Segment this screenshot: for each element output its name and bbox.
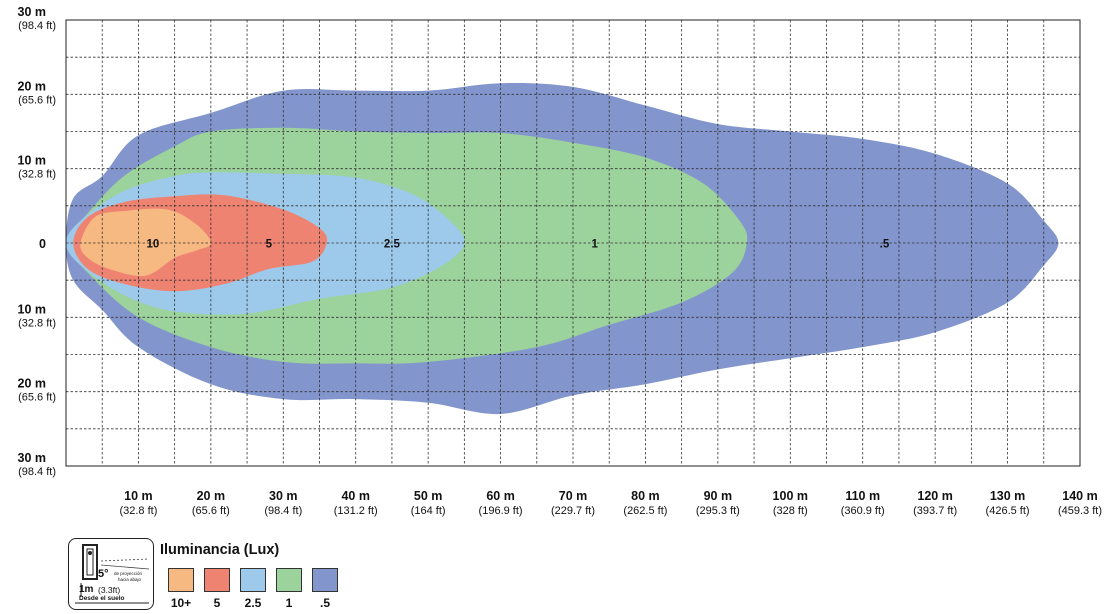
x-tick-label: 140 m [1062, 489, 1097, 503]
y-tick-ft: (32.8 ft) [18, 169, 56, 181]
x-tick-ft: (196.9 ft) [479, 505, 523, 517]
x-tick-label: 50 m [414, 489, 443, 503]
legend-label: 5 [213, 596, 221, 610]
x-tick-ft: (426.5 ft) [986, 505, 1030, 517]
x-tick-label: 120 m [917, 489, 952, 503]
lux-zones [66, 82, 1059, 415]
y-tick-label: 20 m [18, 79, 47, 93]
y-tick-label: 0 [39, 237, 46, 251]
x-tick-ft: (229.7 ft) [551, 505, 595, 517]
y-tick-label: 30 m [18, 451, 47, 465]
zone-label: 2.5 [384, 239, 401, 251]
y-tick-ft: (65.6 ft) [18, 392, 56, 404]
x-tick-ft: (295.3 ft) [696, 505, 740, 517]
legend-label: 1 [285, 596, 293, 610]
legend-title: Iluminancia (Lux) [160, 542, 280, 558]
chart-grid [65, 19, 1081, 467]
isolux-chart: 10 5 2.5 1.5 30 m(98.4 ft)20 m(65.6 ft)10 m… [18, 5, 1103, 517]
light-mount-icon [75, 544, 150, 604]
legend-swatch [312, 568, 338, 592]
x-tick-ft: (459.3 ft) [1058, 505, 1102, 517]
x-tick-label: 70 m [559, 489, 588, 503]
mount-height-note: Desde el suelo [79, 595, 125, 602]
zone-label: 5 [266, 239, 273, 251]
chart-frame [65, 19, 1081, 467]
x-tick-label: 130 m [990, 489, 1025, 503]
y-tick-label: 10 m [18, 302, 47, 316]
y-axis-ticks: 30 m(98.4 ft)20 m(65.6 ft)10 m(32.8 ft)0… [18, 5, 57, 478]
x-tick-ft: (360.9 ft) [841, 505, 885, 517]
x-tick-label: 40 m [341, 489, 370, 503]
x-axis-ticks: 10 m (32.8 ft) 20 m (65.6 ft) 30 m (98.4 ft) 4… [119, 489, 1102, 517]
x-tick-label: 110 m [845, 489, 880, 503]
x-tick-label: 100 m [773, 489, 808, 503]
y-tick-ft: (32.8 ft) [18, 317, 56, 329]
mount-angle-note-2: hacia abajo [118, 577, 142, 582]
x-tick-ft: (164 ft) [411, 505, 446, 517]
y-tick-label: 20 m [18, 377, 47, 391]
legend-swatch [204, 568, 230, 592]
legend: 5° de proyección hacia abajo 1m (3.3ft) … [68, 538, 368, 612]
zone-labels: 10 5 2.5 1 .5 [147, 239, 890, 251]
legend-label: .5 [319, 596, 330, 610]
zone-label: 1 [592, 239, 599, 251]
x-tick-ft: (393.7 ft) [913, 505, 957, 517]
mounting-diagram: 5° de proyección hacia abajo 1m (3.3ft) … [68, 538, 154, 610]
x-tick-label: 30 m [269, 489, 298, 503]
x-tick-label: 60 m [486, 489, 515, 503]
legend-swatch [168, 568, 194, 592]
x-tick-ft: (131.2 ft) [334, 505, 378, 517]
legend-label: 10+ [170, 596, 192, 610]
x-tick-ft: (328 ft) [773, 505, 808, 517]
y-tick-label: 30 m [18, 5, 47, 19]
y-tick-ft: (98.4 ft) [18, 20, 56, 32]
mount-angle: 5° [98, 568, 109, 580]
zone-10-lux [80, 208, 211, 277]
x-tick-label: 90 m [704, 489, 733, 503]
y-tick-label: 10 m [18, 154, 47, 168]
y-tick-ft: (65.6 ft) [18, 94, 56, 106]
x-tick-ft: (32.8 ft) [119, 505, 157, 517]
legend-swatch [276, 568, 302, 592]
x-tick-ft: (98.4 ft) [264, 505, 302, 517]
x-tick-ft: (262.5 ft) [623, 505, 667, 517]
mount-angle-note-1: de proyección [114, 571, 143, 576]
legend-label: 2.5 [244, 596, 262, 610]
y-tick-ft: (98.4 ft) [18, 466, 56, 478]
x-tick-ft: (65.6 ft) [192, 505, 230, 517]
x-tick-label: 80 m [631, 489, 660, 503]
legend-swatch [240, 568, 266, 592]
zone-label: .5 [880, 239, 890, 251]
x-tick-label: 10 m [124, 489, 153, 503]
mount-height-ft: (3.3ft) [98, 585, 121, 595]
x-tick-label: 20 m [197, 489, 226, 503]
mount-height: 1m [79, 584, 94, 595]
zone-label: 10 [147, 239, 160, 251]
